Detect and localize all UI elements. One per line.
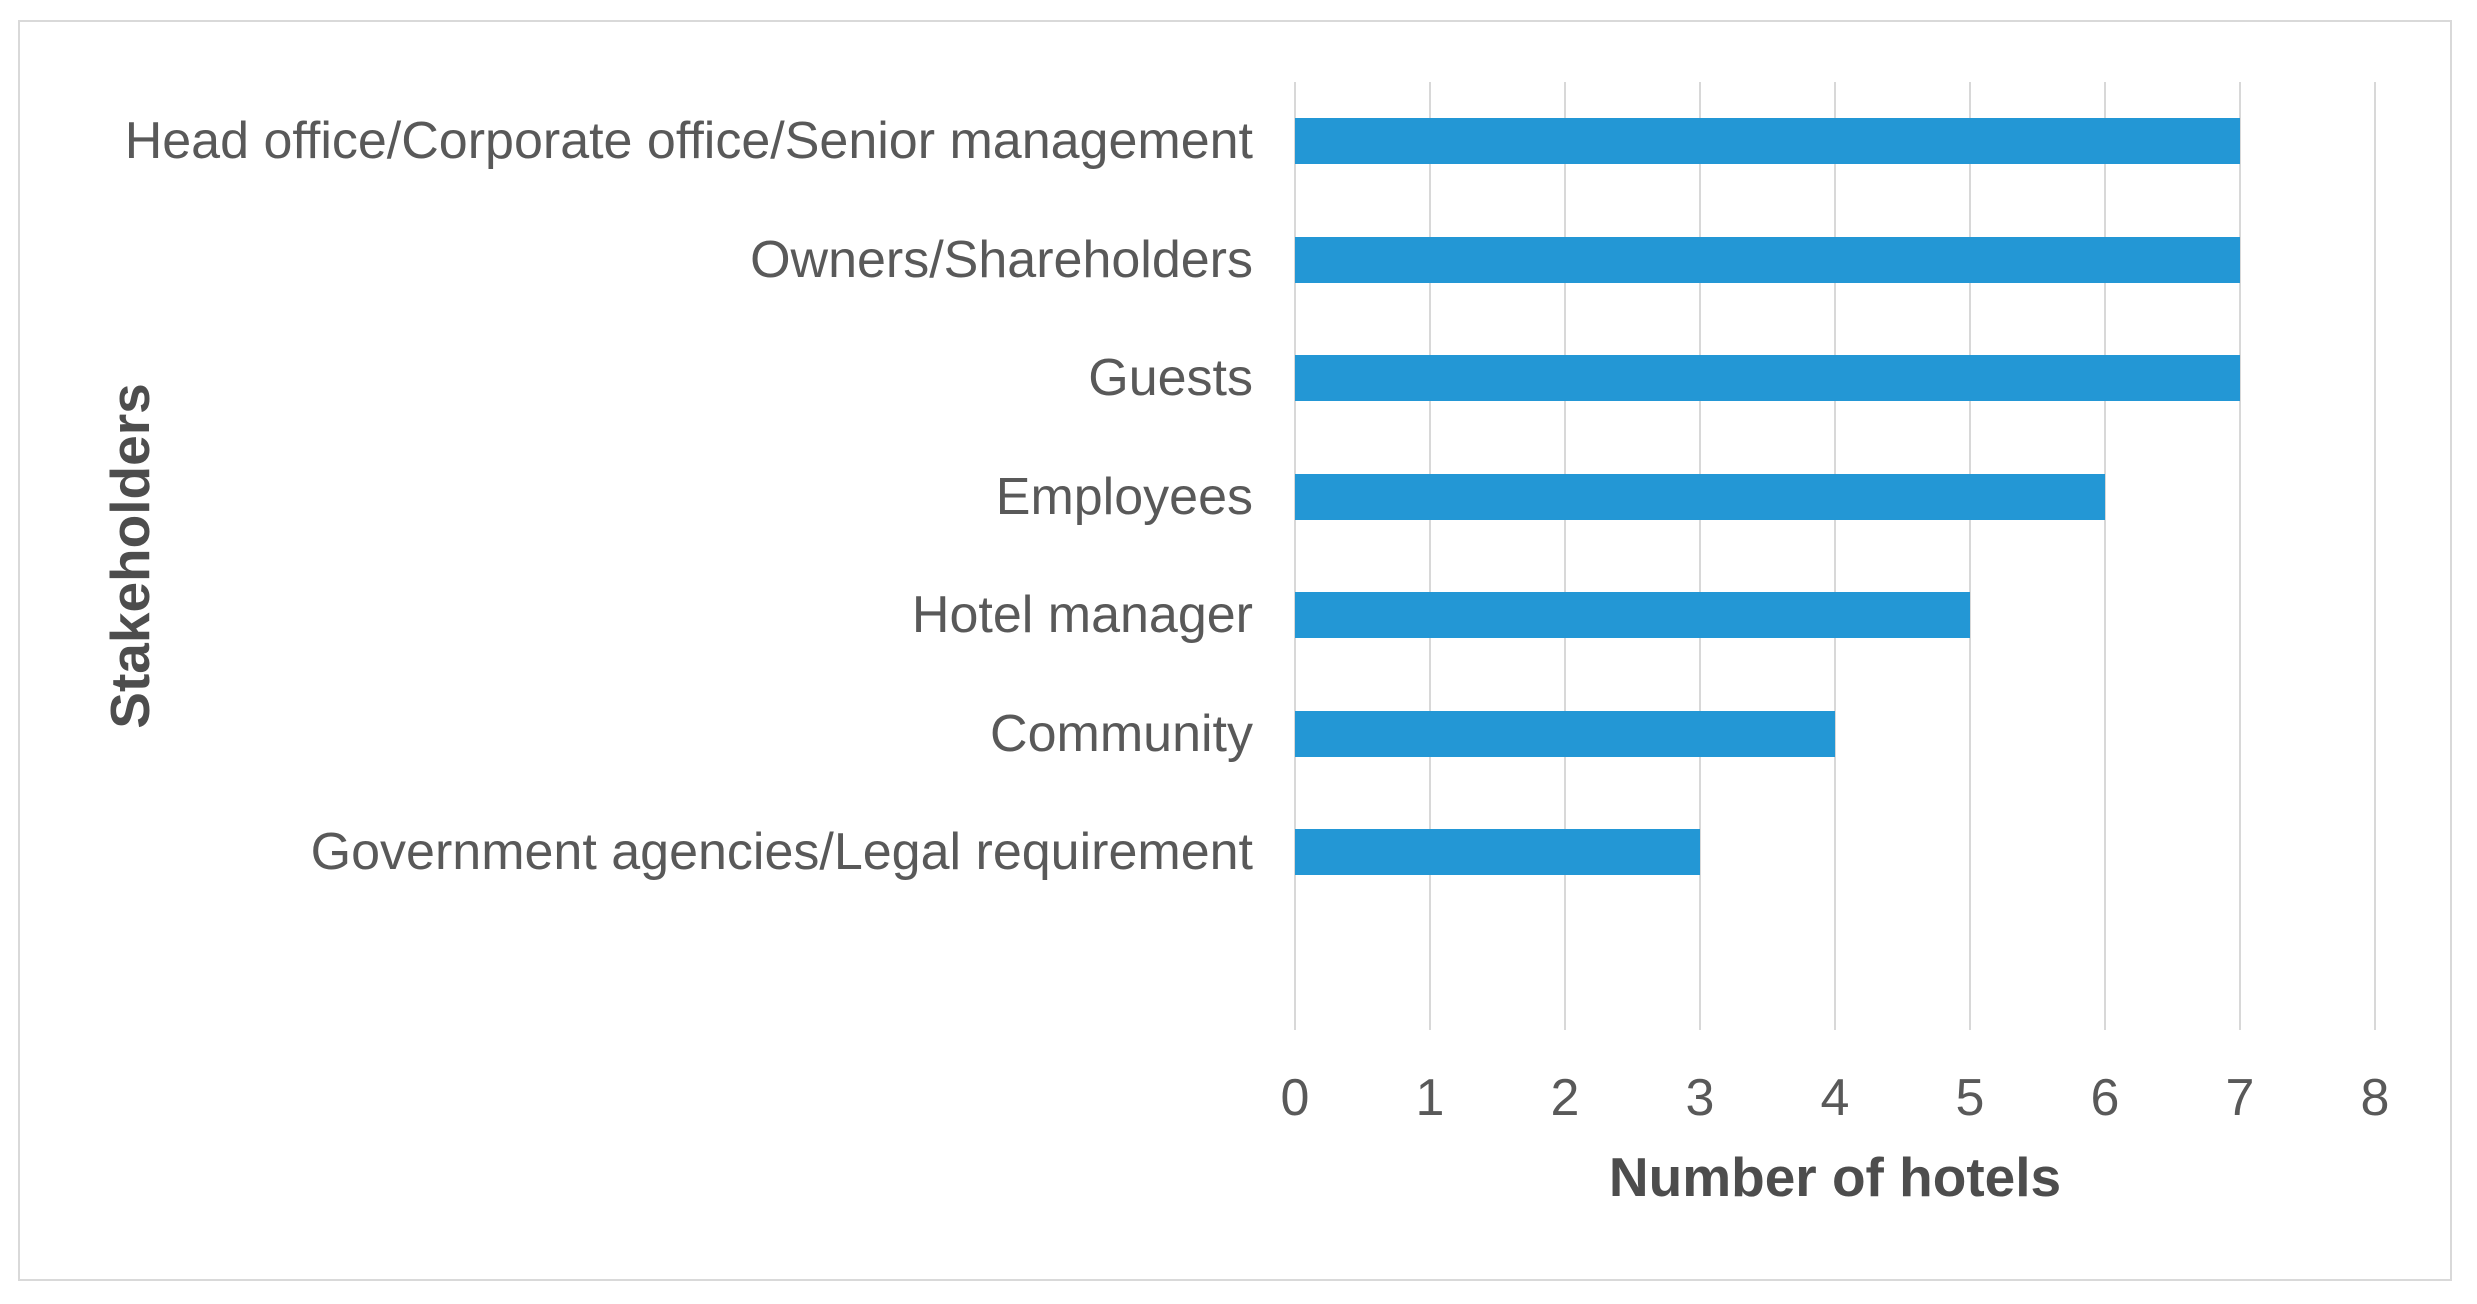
x-tick-label: 5 [1955,1069,1985,1127]
bar [1295,473,2105,520]
gridline-x-3 [1699,82,1701,1030]
x-tick-label: 3 [1685,1069,1715,1127]
x-tick-label: 6 [2090,1069,2120,1127]
gridline-x-0 [1294,82,1296,1030]
gridline-x-2 [1564,82,1566,1030]
bar [1295,592,1970,639]
category-label: Head office/Corporate office/Senior mana… [124,112,1253,171]
category-label: Employees [995,467,1253,526]
x-tick-label: 7 [2225,1069,2255,1127]
x-tick-label: 1 [1415,1069,1445,1127]
gridline-x-1 [1429,82,1431,1030]
x-axis-title: Number of hotels [1608,1146,2062,1208]
chart-frame [18,20,2452,1281]
gridline-x-5 [1969,82,1971,1030]
bar [1295,710,1835,757]
category-label: Government agencies/Legal requirement [310,823,1253,882]
bar [1295,236,2240,283]
gridline-x-7 [2239,82,2241,1030]
category-label: Community [990,704,1253,763]
gridline-x-8 [2374,82,2376,1030]
bar [1295,355,2240,402]
plot-area [1294,82,2376,1030]
x-tick-label: 0 [1280,1069,1310,1127]
y-axis-title: Stakeholders [99,383,161,729]
category-label: Owners/Shareholders [750,230,1253,289]
x-tick-label: 8 [2360,1069,2390,1127]
x-tick-label: 4 [1820,1069,1850,1127]
x-tick-label: 2 [1550,1069,1580,1127]
bar [1295,829,1700,876]
category-label: Guests [1088,349,1253,408]
gridline-x-6 [2104,82,2106,1030]
bar [1295,118,2240,165]
gridline-x-4 [1834,82,1836,1030]
category-label: Hotel manager [911,586,1253,645]
